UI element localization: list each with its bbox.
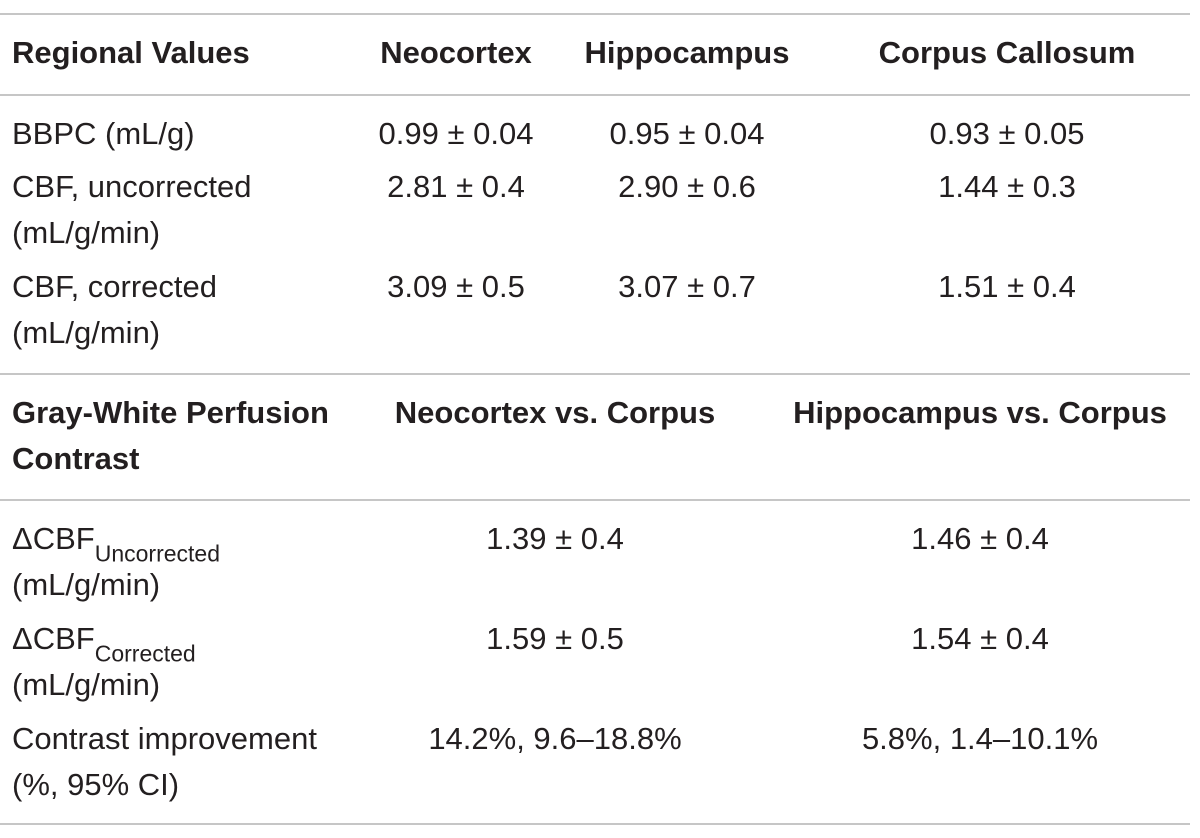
cell-value: 3.09 ± 0.5	[387, 269, 525, 304]
row-label: ΔCBFUncorrected	[12, 516, 220, 577]
row-label-unit: (mL/g/min)	[12, 567, 161, 602]
cell-value: 0.93 ± 0.05	[929, 116, 1085, 151]
cell-value: 2.81 ± 0.4	[387, 169, 525, 204]
header-hippocampus: Hippocampus	[584, 35, 790, 70]
row-label: ΔCBFCorrected	[12, 616, 196, 677]
cell-value: 1.39 ± 0.4	[486, 521, 624, 556]
cell-value: 0.99 ± 0.04	[378, 116, 534, 151]
header-regional-values: Regional Values	[12, 35, 250, 70]
cell-value: 0.95 ± 0.04	[609, 116, 765, 151]
header-corpus-callosum: Corpus Callosum	[878, 35, 1136, 70]
row-label-unit: (mL/g/min)	[12, 315, 161, 350]
row-label-main: ΔCBF	[12, 621, 95, 656]
row-label: BBPC (mL/g)	[12, 116, 195, 151]
row-label: Contrast improvement	[12, 721, 317, 756]
header-gray-white-contrast-line2: Contrast	[12, 441, 140, 476]
cell-value: 1.54 ± 0.4	[911, 621, 1049, 656]
table-bottom-rule	[0, 823, 1190, 825]
row-label-subscript: Uncorrected	[94, 540, 220, 567]
cell-value: 1.59 ± 0.5	[486, 621, 624, 656]
header-gray-white-contrast: Gray-White Perfusion	[12, 395, 329, 430]
cell-value: 1.51 ± 0.4	[938, 269, 1076, 304]
contrast-header-rule	[0, 499, 1190, 501]
header-rule	[0, 94, 1190, 96]
table-top-rule	[0, 13, 1190, 15]
row-label: CBF, corrected	[12, 269, 218, 304]
cell-value: 3.07 ± 0.7	[618, 269, 756, 304]
row-label-unit: (mL/g/min)	[12, 215, 161, 250]
cell-value: 5.8%, 1.4–10.1%	[861, 721, 1099, 756]
header-neocortex: Neocortex	[380, 35, 532, 70]
cell-value: 1.46 ± 0.4	[911, 521, 1049, 556]
row-label-unit: (mL/g/min)	[12, 667, 161, 702]
cell-value: 14.2%, 9.6–18.8%	[428, 721, 682, 756]
cell-value: 2.90 ± 0.6	[618, 169, 756, 204]
header-hippocampus-vs-corpus: Hippocampus vs. Corpus	[793, 395, 1167, 430]
row-label: CBF, uncorrected	[12, 169, 252, 204]
section-divider-rule	[0, 373, 1190, 375]
row-label-main: ΔCBF	[12, 521, 95, 556]
header-neocortex-vs-corpus: Neocortex vs. Corpus	[394, 395, 716, 430]
cell-value: 1.44 ± 0.3	[938, 169, 1076, 204]
row-label-subscript: Corrected	[94, 640, 196, 667]
row-label-unit: (%, 95% CI)	[12, 767, 180, 802]
